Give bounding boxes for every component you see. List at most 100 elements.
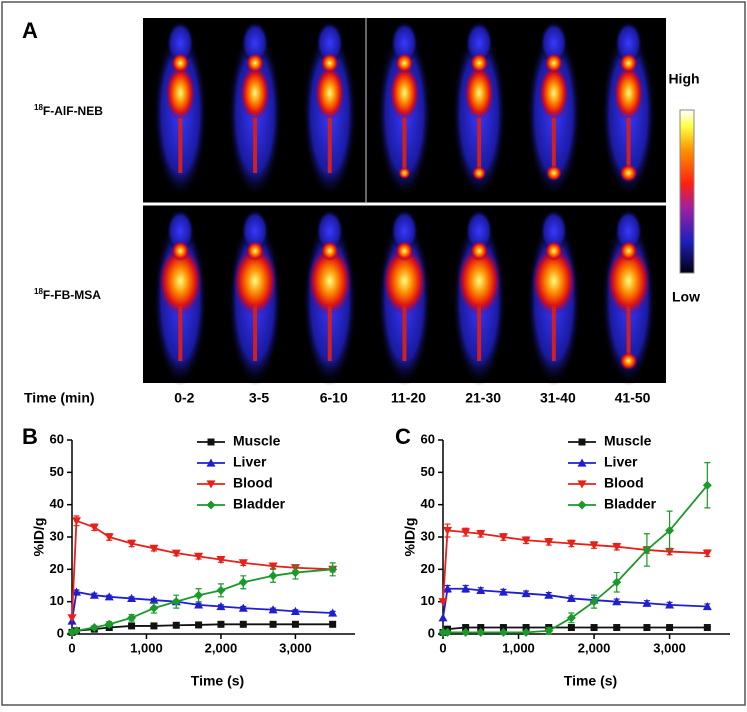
uptake-chest: [314, 65, 345, 121]
pet-image: [452, 209, 507, 386]
marker: [195, 621, 203, 629]
x-tick-label: 2,000: [578, 640, 611, 655]
uptake-chest: [165, 65, 196, 121]
marker: [702, 602, 712, 611]
x-tick-label: 2,000: [205, 640, 238, 655]
marker: [239, 620, 247, 628]
marker: [702, 480, 712, 490]
mouse-head: [315, 21, 344, 65]
pet-image: [302, 21, 357, 198]
marker: [238, 559, 248, 568]
uptake-chest: [538, 65, 569, 121]
uptake-neck: [320, 241, 339, 261]
marker: [544, 590, 554, 599]
marker: [566, 593, 576, 603]
spine: [551, 118, 556, 173]
legend-marker: [577, 500, 587, 510]
uptake-neck: [320, 53, 339, 73]
pet-image: [153, 209, 208, 386]
color-bar: [679, 109, 695, 274]
y-tick-label: 0: [428, 625, 435, 640]
mouse-head: [166, 21, 195, 65]
marker: [477, 624, 485, 632]
charts: B 0 10 20 30 40 50 60 0 1,000 2,000 3,000 Time (s) %I…: [22, 424, 730, 689]
spine: [178, 306, 183, 361]
marker: [268, 605, 278, 614]
time-label: Time (min): [24, 390, 95, 406]
line-chart: B 0 10 20 30 40 50 60 0 1,000 2,000 3,000 Time (s) %I…: [22, 424, 355, 689]
uptake-chest: [307, 246, 352, 316]
marker: [238, 603, 248, 612]
uptake-chest: [158, 246, 203, 316]
pet-image: [526, 21, 581, 198]
x-tick-label: 0: [68, 640, 75, 655]
marker: [194, 552, 204, 561]
time-frame-label: 6-10: [320, 390, 348, 406]
marker: [443, 526, 453, 536]
time-frame-label: 21-30: [465, 390, 501, 406]
marker: [216, 585, 226, 595]
marker: [666, 624, 674, 632]
uptake-chest: [531, 246, 576, 316]
marker: [589, 597, 599, 607]
marker: [127, 539, 137, 548]
uptake-neck: [246, 241, 265, 261]
uptake-chest: [382, 246, 427, 316]
marker: [149, 603, 159, 613]
marker: [104, 619, 114, 629]
marker: [521, 589, 531, 598]
uptake-chest: [606, 246, 651, 316]
panel-label: A: [22, 18, 38, 43]
marker: [268, 562, 278, 571]
time-frame-label: 3-5: [249, 390, 269, 406]
mouse-head: [465, 21, 494, 65]
legend-label: Blood: [233, 475, 273, 491]
y-tick-label: 50: [421, 464, 435, 479]
marker: [613, 624, 621, 632]
legend-label: Liver: [604, 454, 638, 470]
legend-label: Blood: [604, 475, 644, 491]
marker: [149, 544, 159, 553]
y-tick-label: 60: [50, 431, 64, 446]
uptake-neck: [171, 241, 190, 261]
row-label: 18F-FB-MSA: [34, 287, 101, 302]
marker: [702, 549, 712, 558]
uptake-neck: [544, 53, 563, 73]
marker: [290, 606, 300, 615]
marker: [643, 624, 651, 632]
legend-marker: [577, 458, 587, 467]
marker: [612, 597, 622, 606]
pet-image: [153, 21, 208, 198]
marker: [291, 620, 299, 628]
marker: [642, 545, 652, 555]
mouse-head: [390, 21, 419, 65]
mouse-head: [166, 209, 195, 253]
mouse-head: [465, 209, 494, 253]
pet-image: [302, 209, 357, 386]
uptake-neck: [544, 241, 563, 261]
marker: [127, 613, 137, 623]
x-axis-label: Time (s): [191, 673, 244, 689]
y-tick-label: 30: [421, 528, 435, 543]
marker: [217, 620, 225, 628]
spine: [402, 306, 407, 361]
y-tick-label: 60: [421, 431, 435, 446]
time-frame-label: 11-20: [391, 390, 426, 406]
x-tick-label: 3,000: [653, 640, 686, 655]
marker: [665, 526, 675, 536]
marker: [89, 590, 99, 599]
uptake-chest: [457, 246, 502, 316]
marker: [104, 533, 114, 542]
x-tick-label: 0: [439, 640, 446, 655]
pet-image: [377, 209, 432, 386]
marker: [590, 624, 598, 632]
marker: [438, 627, 448, 637]
legend-label: Muscle: [233, 433, 281, 449]
row-label-text: F-AlF-NEB: [43, 104, 103, 118]
y-tick-label: 10: [50, 593, 64, 608]
marker: [89, 623, 99, 633]
uptake-chest: [233, 246, 278, 316]
y-tick-label: 40: [50, 496, 64, 511]
pet-image: [377, 21, 432, 198]
uptake-chest: [389, 65, 420, 121]
